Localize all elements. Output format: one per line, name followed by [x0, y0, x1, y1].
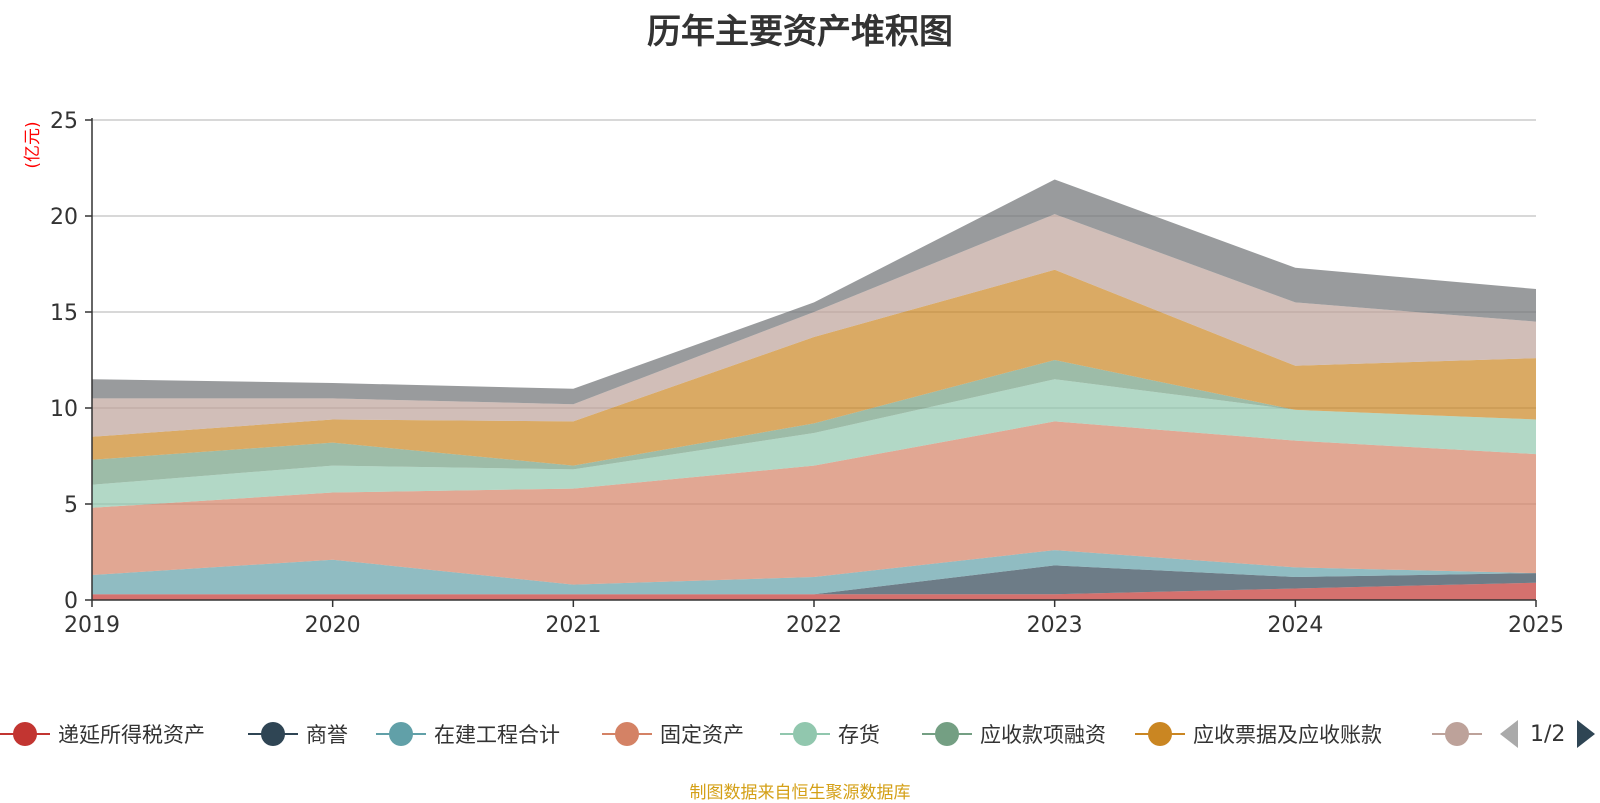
legend-item-6[interactable]: 应收票据及应收账款: [1135, 716, 1382, 752]
legend-label: 递延所得税资产: [58, 723, 205, 747]
legend-item-7[interactable]: [1432, 716, 1482, 752]
source-note: 制图数据来自恒生聚源数据库: [689, 783, 911, 803]
y-tick-label: 25: [50, 109, 78, 134]
stacked-areas: 递延所得税资产商誉在建工程合计固定资产存货应收款项融资应收票据及应收账款其他其他…: [92, 179, 1536, 600]
legend: 递延所得税资产 商誉 在建工程合计 固定资产 存货 应收款项融资 应收票据及应收账款 1/2: [0, 716, 1600, 752]
y-tick-label: 5: [64, 493, 78, 518]
x-tick-label: 2023: [1027, 613, 1083, 638]
legend-next-page-icon[interactable]: [1577, 720, 1596, 748]
y-tick-label: 15: [50, 301, 78, 326]
legend-label: 固定资产: [660, 723, 744, 747]
area-series-1[interactable]: 商誉: [92, 565, 1536, 595]
legend-symbol-icon: [0, 716, 50, 752]
legend-symbol-icon: [376, 716, 426, 752]
area-series-3[interactable]: 固定资产: [92, 421, 1536, 585]
legend-prev-page-icon[interactable]: [1500, 720, 1518, 748]
legend-item-3[interactable]: 固定资产: [602, 716, 744, 752]
x-tick-label: 2022: [786, 613, 842, 638]
legend-label: 应收款项融资: [980, 723, 1106, 747]
legend-label: 存货: [838, 723, 880, 747]
x-tick-label: 2021: [545, 613, 601, 638]
chart-title: 历年主要资产堆积图: [647, 12, 953, 52]
area-series-5[interactable]: 应收款项融资: [92, 360, 1536, 485]
area-series-0[interactable]: 递延所得税资产: [92, 582, 1536, 600]
legend-item-5[interactable]: 应收款项融资: [922, 716, 1106, 752]
legend-item-4[interactable]: 存货: [780, 716, 880, 752]
area-series-4[interactable]: 存货: [92, 379, 1536, 508]
y-tick-label: 20: [50, 205, 78, 230]
area-series-8[interactable]: 其他2: [92, 179, 1536, 405]
x-tick-label: 2020: [305, 613, 361, 638]
legend-pager: 1/2: [1500, 716, 1596, 752]
legend-symbol-icon: [1135, 716, 1185, 752]
legend-symbol-icon: [1432, 716, 1482, 752]
x-tick-label: 2025: [1508, 613, 1564, 638]
y-axis-unit-label: (亿元): [23, 121, 43, 168]
x-tick-label: 2019: [64, 613, 120, 638]
y-tick-label: 10: [50, 397, 78, 422]
legend-item-0[interactable]: 递延所得税资产: [0, 716, 205, 752]
area-series-2[interactable]: 在建工程合计: [92, 550, 1536, 595]
legend-symbol-icon: [922, 716, 972, 752]
area-series-6[interactable]: 应收票据及应收账款: [92, 269, 1536, 466]
legend-label: 在建工程合计: [434, 723, 560, 747]
legend-item-2[interactable]: 在建工程合计: [376, 716, 560, 752]
legend-item-1[interactable]: 商誉: [248, 716, 348, 752]
legend-label: 商誉: [306, 723, 348, 747]
legend-page-indicator: 1/2: [1530, 721, 1566, 747]
y-tick-label: 0: [64, 589, 78, 614]
x-tick-label: 2024: [1267, 613, 1323, 638]
area-series-7[interactable]: 其他: [92, 214, 1536, 437]
legend-label: 应收票据及应收账款: [1193, 723, 1382, 747]
legend-symbol-icon: [780, 716, 830, 752]
legend-symbol-icon: [248, 716, 298, 752]
legend-symbol-icon: [602, 716, 652, 752]
